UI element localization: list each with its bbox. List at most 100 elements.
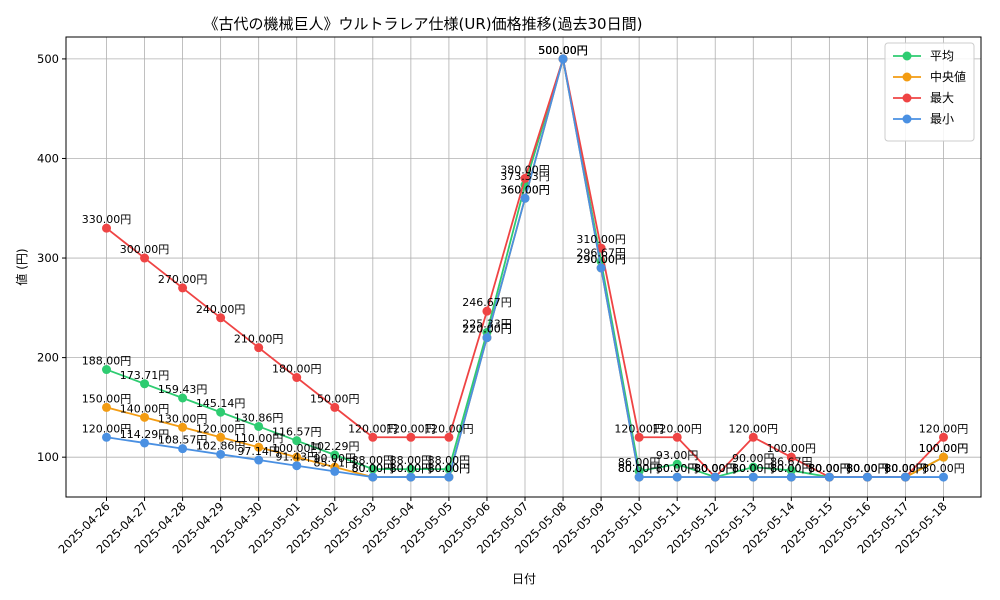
legend-marker	[902, 51, 912, 61]
legend-item: 平均	[893, 49, 954, 63]
data-label: 220.00円	[462, 323, 512, 336]
series-最小	[102, 54, 948, 482]
data-label: 80.00円	[884, 462, 927, 475]
data-label: 110.00円	[234, 432, 284, 445]
data-label: 80.00円	[732, 462, 775, 475]
data-point	[254, 421, 264, 431]
y-tick-label: 400	[37, 151, 59, 165]
data-label: 100.00円	[767, 442, 817, 455]
data-label: 100.00円	[919, 442, 969, 455]
data-label: 120.00円	[424, 422, 474, 435]
data-label: 120.00円	[919, 422, 969, 435]
data-point	[178, 393, 188, 403]
data-label: 380.00円	[500, 163, 550, 176]
data-point	[368, 464, 378, 474]
data-label: 80.00円	[808, 462, 851, 475]
data-point	[786, 472, 796, 482]
legend-item: 最大	[893, 91, 954, 105]
data-point	[520, 173, 530, 183]
data-point	[216, 449, 226, 459]
data-label: 80.00円	[656, 462, 699, 475]
data-label: 80.00円	[770, 462, 813, 475]
grid-lines	[66, 37, 981, 497]
data-label: 100.00円	[272, 442, 322, 455]
data-point	[596, 243, 606, 253]
data-label: 290.00円	[576, 253, 626, 266]
data-label: 240.00円	[196, 303, 246, 316]
data-point	[216, 432, 226, 442]
data-point	[330, 402, 340, 412]
data-label: 80.00円	[694, 462, 737, 475]
data-label: 130.86円	[234, 411, 284, 424]
data-label: 80.00円	[884, 462, 927, 475]
y-tick-label: 200	[37, 351, 59, 365]
legend-marker	[902, 93, 912, 103]
data-point	[710, 472, 720, 482]
data-label: 296.67円	[576, 246, 626, 259]
data-point	[178, 283, 188, 293]
data-point	[102, 223, 111, 233]
data-point	[140, 253, 150, 263]
data-label: 80.00円	[884, 462, 927, 475]
data-label: 86.67円	[770, 455, 813, 468]
data-label: 80.00円	[808, 462, 851, 475]
series-layer	[102, 54, 948, 482]
data-point	[520, 193, 530, 203]
data-point	[254, 442, 264, 452]
data-point	[292, 373, 302, 383]
data-point	[634, 472, 644, 482]
data-label: 80.00円	[884, 462, 927, 475]
data-point	[216, 313, 226, 323]
data-point	[140, 438, 150, 448]
data-label: 102.29円	[310, 440, 360, 453]
data-point	[444, 432, 454, 442]
data-point	[330, 466, 340, 476]
data-point	[140, 412, 150, 422]
y-tick-label: 300	[37, 251, 59, 265]
data-point	[939, 432, 948, 442]
data-point	[748, 432, 758, 442]
data-point	[102, 365, 111, 375]
data-point	[748, 472, 758, 482]
data-label: 90.00円	[732, 452, 775, 465]
data-label: 88.00円	[390, 454, 433, 467]
data-label: 80.00円	[846, 462, 889, 475]
data-point	[178, 444, 188, 454]
data-label: 360.00円	[500, 183, 550, 196]
data-label: 360.00円	[500, 183, 550, 196]
data-label: 116.57円	[272, 426, 322, 439]
data-label: 270.00円	[158, 273, 208, 286]
data-label: 80.00円	[656, 462, 699, 475]
data-point	[292, 436, 302, 446]
legend-item: 最小	[893, 112, 954, 126]
data-label: 80.00円	[922, 462, 965, 475]
data-point	[444, 472, 454, 482]
data-label: 246.67円	[462, 296, 512, 309]
data-label: 80.00円	[428, 462, 471, 475]
data-label: 108.57円	[158, 434, 208, 447]
y-axis-label: 値 (円)	[14, 248, 29, 285]
legend-label: 最小	[930, 112, 954, 126]
data-label: 91.43円	[275, 451, 318, 464]
data-label: 80.00円	[846, 462, 889, 475]
data-point	[368, 472, 378, 482]
data-point	[406, 472, 416, 482]
chart-title: 《古代の機械巨人》ウルトラレア仕様(UR)価格推移(過去30日間)	[204, 15, 643, 33]
legend-label: 中央値	[930, 69, 966, 84]
data-label: 290.00円	[576, 253, 626, 266]
data-label: 88.00円	[352, 454, 395, 467]
data-label: 85.71円	[314, 456, 357, 469]
x-axis-label: 日付	[512, 572, 536, 586]
data-label: 210.00円	[234, 333, 284, 346]
data-label: 500.00円	[538, 44, 588, 57]
plot-area	[65, 36, 982, 498]
data-label: 140.00円	[120, 402, 170, 415]
data-point	[254, 343, 264, 353]
data-label: 120.00円	[652, 422, 702, 435]
data-label: 97.14円	[237, 445, 280, 458]
data-label: 120.00円	[348, 422, 398, 435]
data-point	[824, 472, 834, 482]
data-point	[178, 422, 188, 432]
